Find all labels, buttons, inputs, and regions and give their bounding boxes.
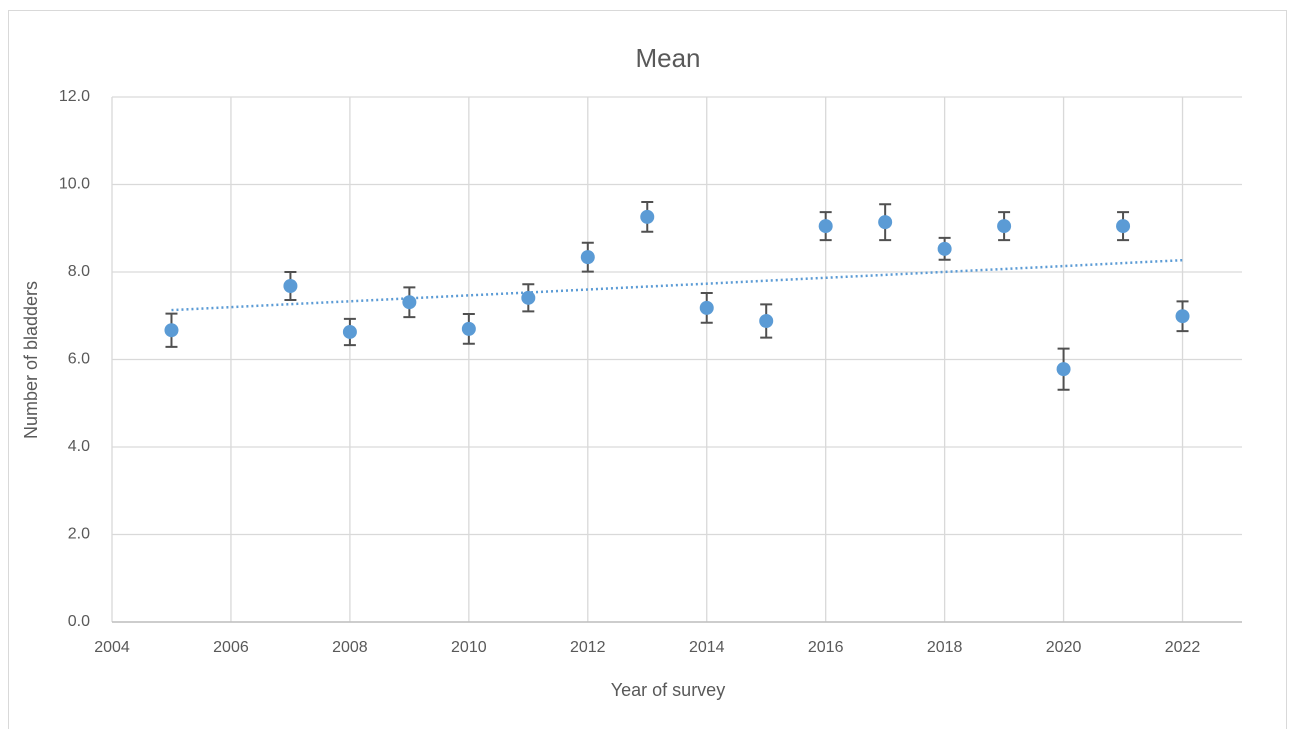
data-point	[997, 219, 1012, 234]
x-tick-label: 2014	[689, 639, 725, 656]
x-tick-label: 2006	[213, 639, 249, 656]
x-tick-label: 2020	[1046, 639, 1082, 656]
data-point	[461, 321, 476, 336]
y-tick-label: 8.0	[68, 263, 90, 280]
data-point	[937, 241, 952, 256]
data-point	[699, 300, 714, 315]
x-tick-label: 2022	[1165, 639, 1201, 656]
y-tick-label: 0.0	[68, 613, 90, 630]
data-point	[640, 209, 655, 224]
y-tick-label: 6.0	[68, 351, 90, 368]
x-axis-label: Year of survey	[611, 680, 725, 700]
data-point	[402, 295, 417, 310]
x-tick-label: 2004	[94, 639, 130, 656]
y-axis-label: Number of bladders	[21, 281, 41, 439]
x-tick-label: 2018	[927, 639, 963, 656]
data-point	[342, 324, 357, 339]
x-tick-label: 2008	[332, 639, 368, 656]
trendline	[171, 258, 1183, 312]
data-point	[818, 219, 833, 234]
data-point	[1175, 309, 1190, 324]
y-tick-label: 12.0	[59, 88, 90, 105]
x-tick-label: 2010	[451, 639, 487, 656]
y-tick-label: 4.0	[68, 438, 90, 455]
data-point	[1116, 219, 1131, 234]
data-point	[759, 314, 774, 328]
y-tick-label: 2.0	[68, 526, 90, 543]
x-tick-label: 2016	[808, 639, 844, 656]
data-point	[1056, 362, 1071, 377]
data-point	[580, 250, 595, 265]
data-point	[521, 290, 536, 305]
data-point	[878, 215, 893, 230]
data-point	[164, 323, 179, 338]
data-point	[283, 279, 298, 293]
chart-frame	[8, 10, 1287, 729]
chart-title: Mean	[635, 43, 700, 73]
y-tick-label: 10.0	[59, 176, 90, 193]
x-tick-label: 2012	[570, 639, 606, 656]
